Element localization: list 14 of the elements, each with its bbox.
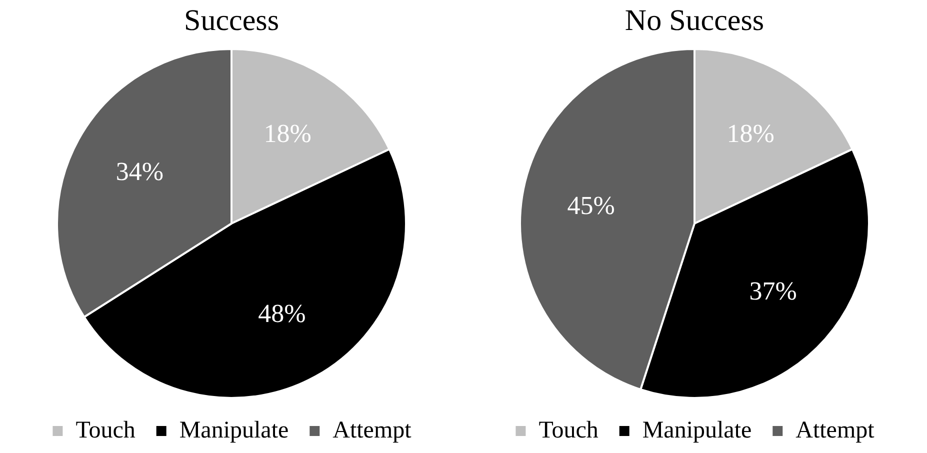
legend-label: Manipulate	[179, 417, 289, 444]
chart-title: Success	[184, 4, 279, 37]
data-label: 18%	[264, 118, 312, 148]
legend-label: Touch	[76, 417, 136, 444]
data-label: 37%	[749, 276, 797, 306]
chart-title: No Success	[624, 4, 764, 37]
data-label: 48%	[258, 299, 306, 328]
legend-label: Touch	[538, 417, 598, 444]
data-label: 45%	[567, 190, 615, 220]
data-label: 18%	[726, 118, 774, 148]
legend-label: Manipulate	[642, 417, 752, 444]
legend-label: Attempt	[332, 417, 412, 444]
legend-label: Attempt	[796, 417, 875, 444]
data-label: 34%	[116, 156, 164, 186]
